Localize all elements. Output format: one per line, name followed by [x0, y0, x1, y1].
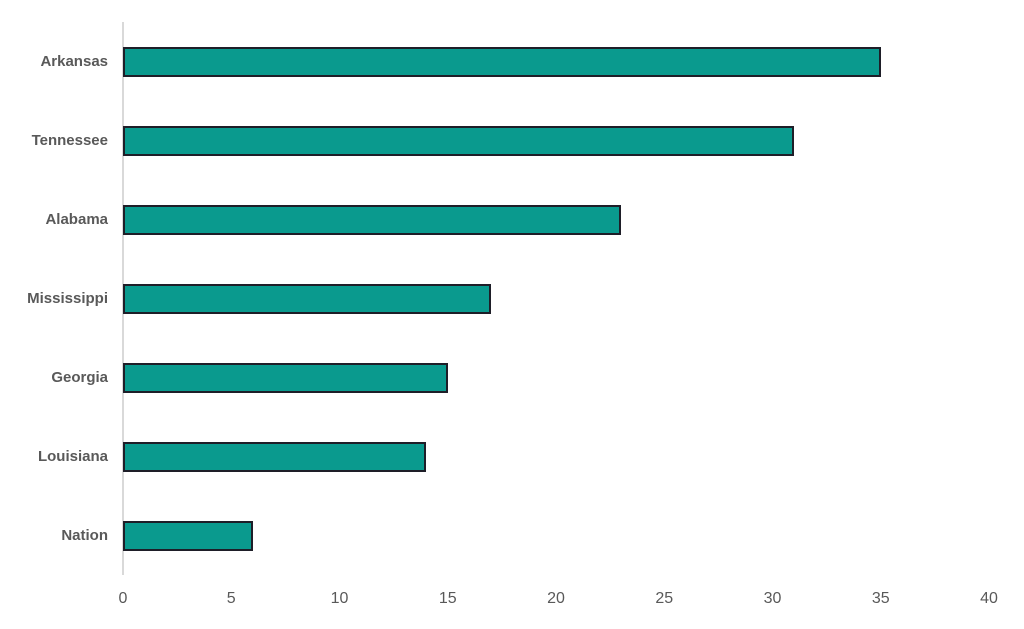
- bar-row: [123, 22, 989, 101]
- category-label-arkansas: Arkansas: [40, 52, 108, 70]
- x-axis: 0 5 10 15 20 25 30 35 40: [0, 590, 1024, 620]
- category-label-nation: Nation: [61, 526, 108, 544]
- bar-row: [123, 496, 989, 575]
- category-label-louisiana: Louisiana: [37, 447, 108, 465]
- category-label-tennessee: Tennessee: [31, 131, 108, 149]
- x-tick-10: 10: [330, 590, 349, 607]
- bar-row: [123, 101, 989, 180]
- bar-row: [123, 259, 989, 338]
- bar-tennessee: [123, 125, 795, 156]
- x-tick-40: 40: [980, 590, 998, 607]
- bar-mississippi: [123, 283, 492, 314]
- x-tick-25: 25: [655, 590, 674, 607]
- x-tick-5: 5: [226, 590, 236, 607]
- x-tick-20: 20: [547, 590, 565, 607]
- x-tick-15: 15: [438, 590, 457, 607]
- bar-arkansas: [123, 46, 881, 77]
- bar-nation: [123, 520, 253, 551]
- category-label-georgia: Georgia: [51, 368, 108, 386]
- bar-alabama: [123, 204, 621, 235]
- bar-row: [123, 417, 989, 496]
- x-tick-0: 0: [118, 590, 128, 607]
- bar-row: [123, 338, 989, 417]
- bar-louisiana: [123, 441, 427, 472]
- bar-row: [123, 180, 989, 259]
- category-label-mississippi: Mississippi: [27, 289, 108, 307]
- x-tick-30: 30: [763, 590, 782, 607]
- category-label-alabama: Alabama: [45, 210, 108, 228]
- x-tick-35: 35: [871, 590, 890, 607]
- plot-area: [123, 22, 989, 575]
- bar-georgia: [123, 362, 448, 393]
